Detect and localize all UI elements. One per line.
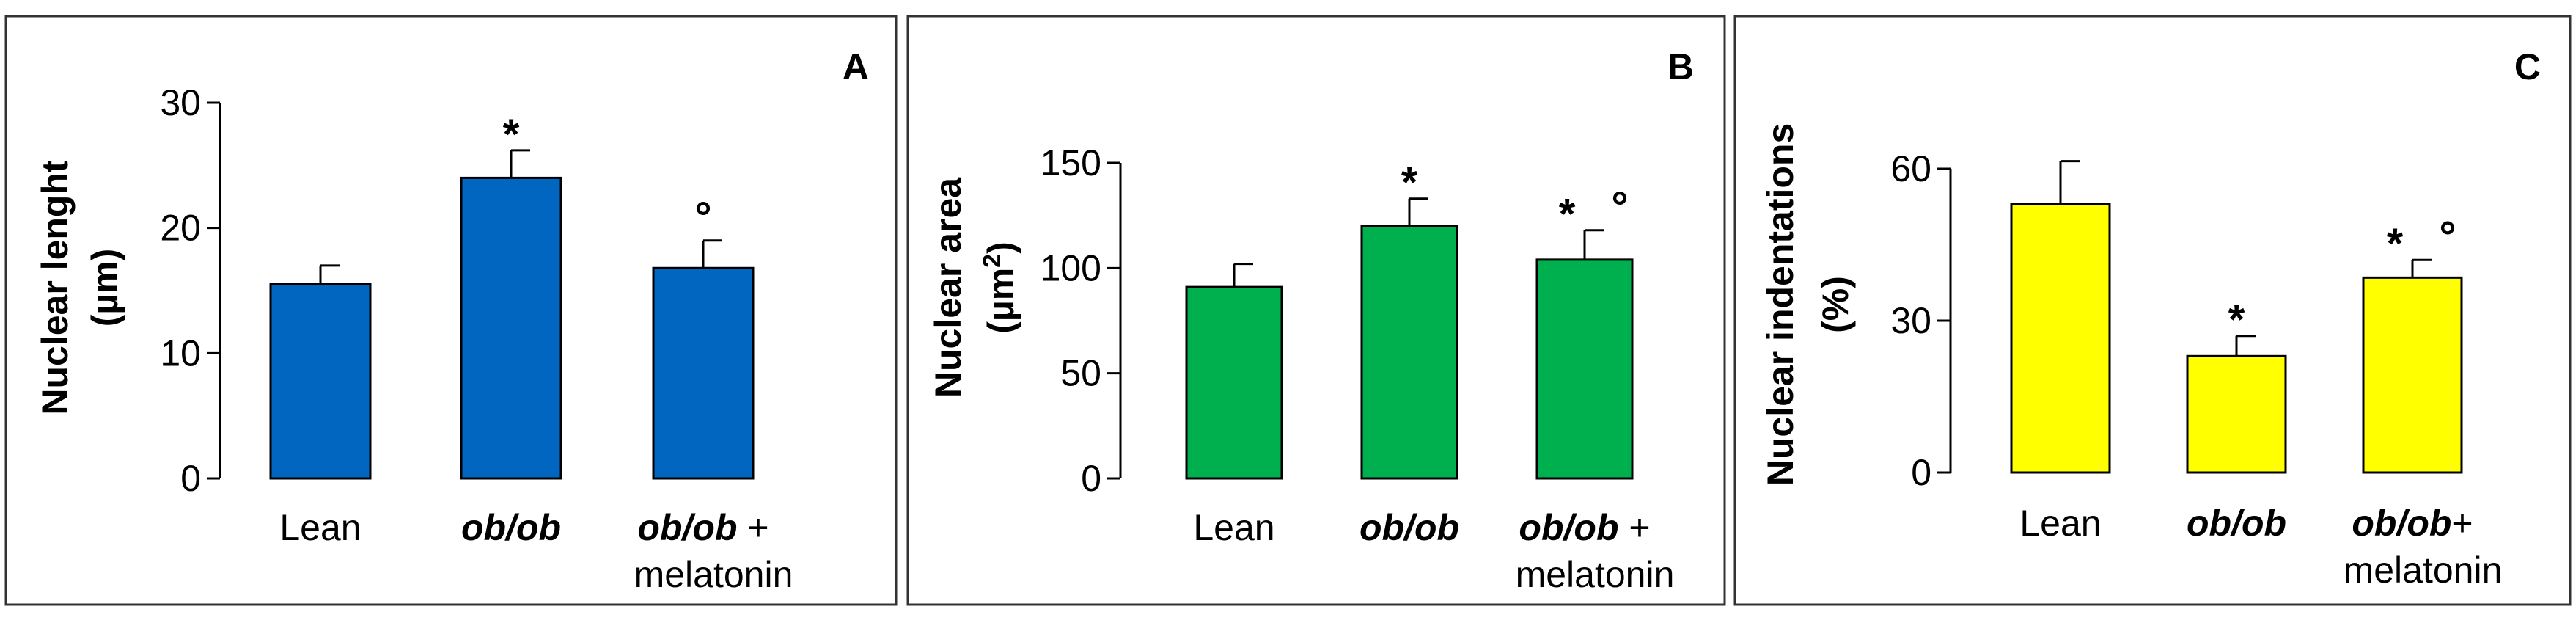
y-tick-label: 10 (160, 332, 201, 374)
y-tick-label: 60 (1890, 148, 1931, 189)
y-axis-title-line1: Nuclear area (928, 177, 969, 398)
significance-star: * (1401, 159, 1418, 207)
bar (460, 176, 562, 480)
panel-letter: C (2514, 46, 2541, 87)
category-label: Lean (1193, 507, 1274, 548)
y-axis-title-line2: (%) (1815, 276, 1856, 333)
significance-star: * (1559, 191, 1576, 238)
y-tick-label: 30 (160, 82, 201, 123)
bar (652, 266, 755, 480)
category-label-line2: melatonin (1516, 554, 1675, 595)
category-label-line2: melatonin (2344, 550, 2503, 591)
significance-star: * (2228, 296, 2245, 344)
significance-star: * (2387, 220, 2404, 268)
category-label: Lean (2019, 503, 2101, 544)
panel-letter: A (843, 46, 869, 87)
significance-circle: ° (2439, 213, 2456, 260)
significance-star: * (503, 111, 520, 158)
y-tick-label: 50 (1060, 353, 1101, 394)
y-axis-title-line1: Nuclear indentations (1760, 123, 1801, 487)
bar (1535, 258, 1634, 480)
y-axis-title-line1: Nuclear lenght (34, 160, 76, 415)
bar (1185, 285, 1283, 480)
y-axis-title-line2: (µm2) (978, 241, 1021, 334)
bar (269, 283, 372, 480)
category-label: ob/ob + (1519, 507, 1650, 548)
category-label: ob/ob (1359, 507, 1459, 548)
y-tick-label: 0 (1081, 458, 1101, 499)
category-label: ob/ob + (637, 507, 768, 548)
y-tick-label: 20 (160, 208, 201, 249)
category-label: ob/ob (2187, 503, 2286, 544)
panel-frame (906, 15, 1726, 606)
bar (1360, 225, 1458, 480)
bar (2186, 354, 2287, 474)
y-tick-label: 0 (1911, 452, 1931, 493)
category-label: ob/ob (461, 507, 561, 548)
bar (2010, 203, 2111, 474)
bar (2362, 276, 2463, 474)
panel-letter: B (1667, 46, 1694, 87)
y-tick-label: 0 (180, 458, 201, 499)
y-axis-title-line2: (µm) (84, 249, 125, 327)
significance-circle: ° (1611, 183, 1628, 231)
significance-circle: ° (694, 194, 711, 241)
y-tick-label: 30 (1890, 300, 1931, 341)
panel-frame (1733, 15, 2572, 606)
category-label: Lean (279, 507, 361, 548)
chart-panel-b: B 0 50 100 150 Nuclear area (µm2) Lean * ob/ob * ° o… (906, 15, 1726, 606)
panel-frame (4, 15, 898, 606)
category-label-line2: melatonin (634, 554, 793, 595)
chart-panel-a: A 0 10 20 30 Nuclear lenght (µm) Lean * ob/ob ° ob/… (4, 15, 898, 606)
chart-panel-c: C 0 30 60 Nuclear indentations (%) Lean * ob/ob *… (1733, 15, 2572, 606)
category-label: ob/ob+ (2352, 503, 2473, 544)
y-tick-label: 150 (1041, 142, 1101, 183)
y-tick-label: 100 (1041, 247, 1101, 288)
